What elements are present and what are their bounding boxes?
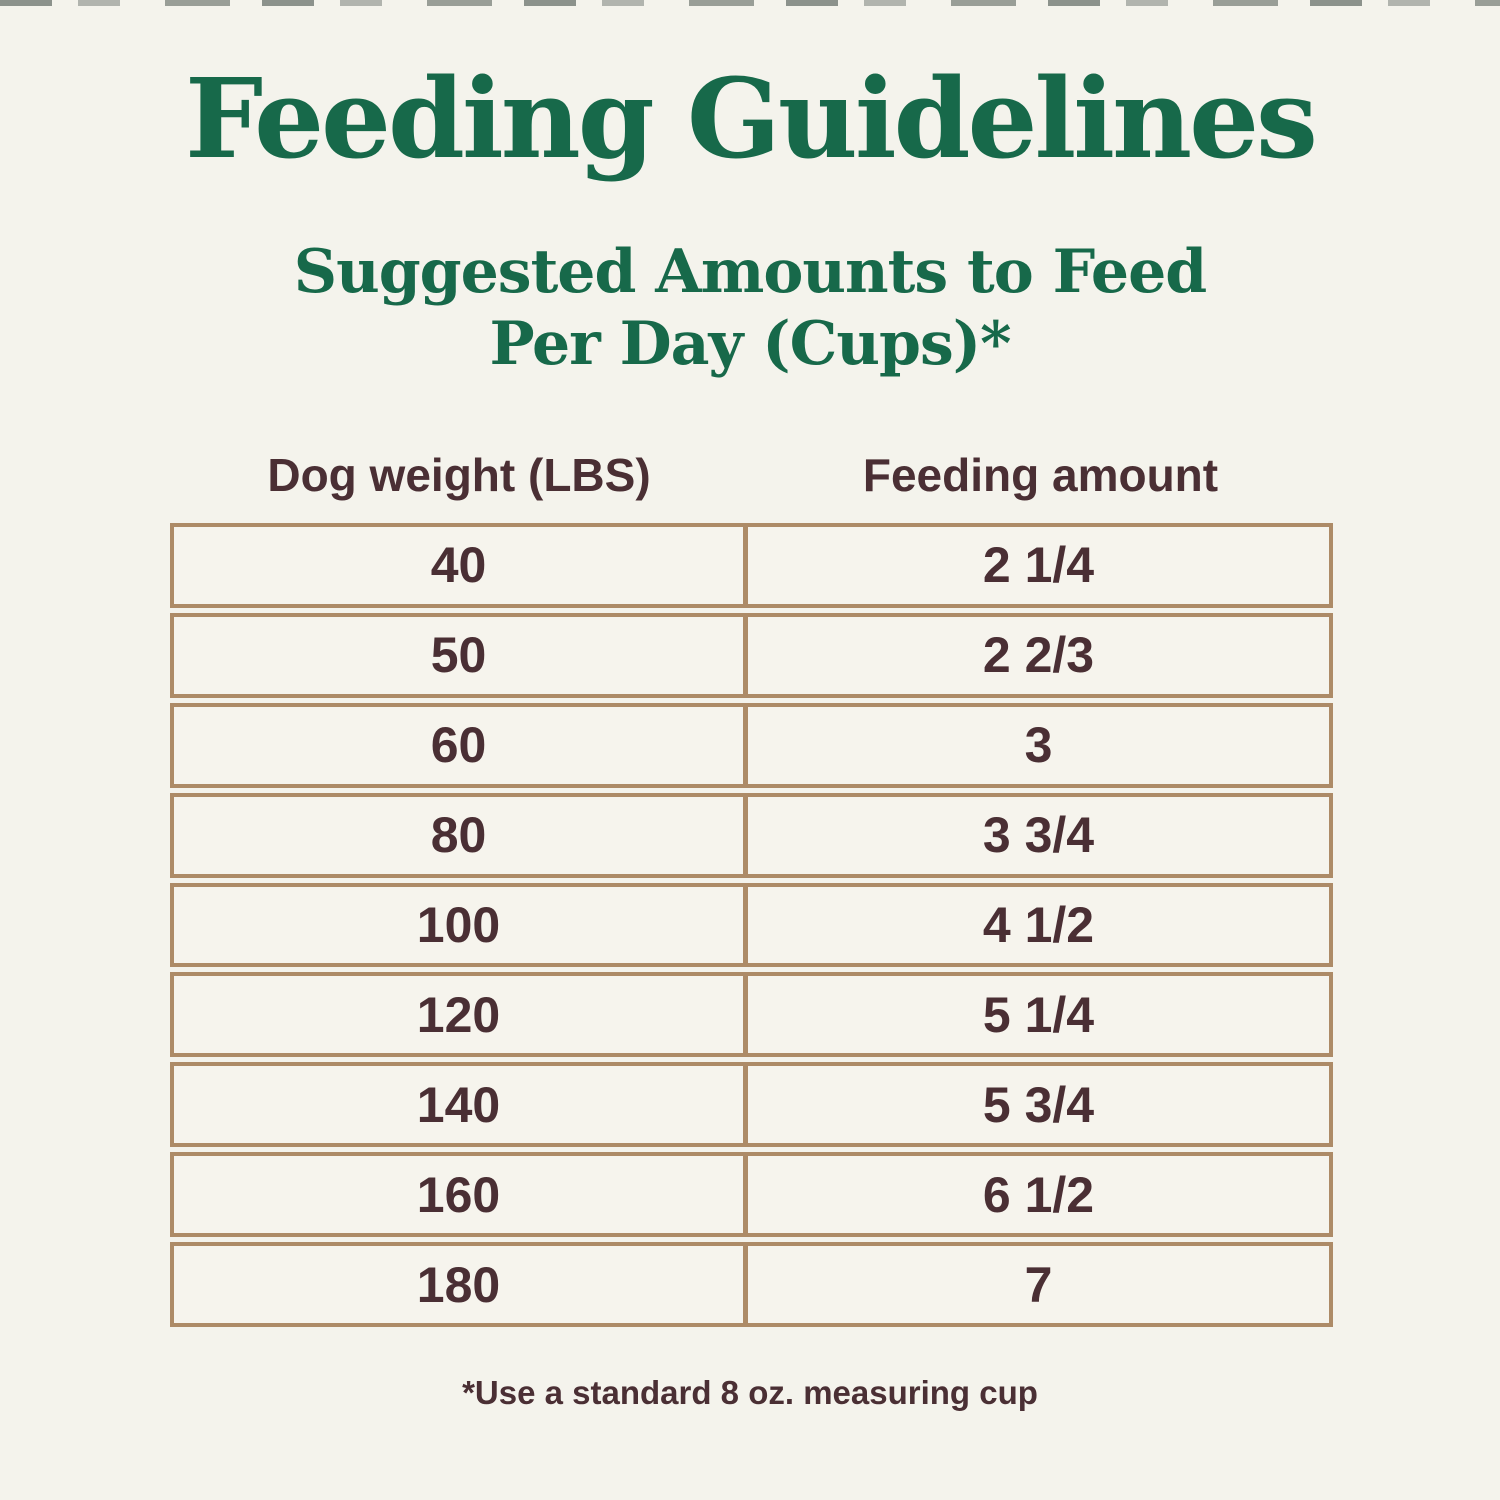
amount-cell: 3 3/4	[982, 807, 1095, 864]
weight-cell: 160	[174, 1156, 748, 1234]
column-header-dog-weight: Dog weight (LBS)	[267, 449, 651, 501]
amount-cell: 4 1/2	[982, 897, 1095, 953]
amount-cell: 5 3/4	[982, 1076, 1095, 1133]
subtitle-line-2: Per Day (Cups)*	[489, 309, 1011, 379]
weight-cell: 120	[174, 976, 748, 1054]
table-row: 80 3 3/4	[170, 792, 1333, 878]
weight-cell: 80	[174, 796, 748, 874]
amount-cell: 7	[1024, 1256, 1053, 1313]
amount-cell: 5 1/4	[982, 986, 1095, 1043]
amount-cell: 3	[1024, 717, 1053, 774]
cut-off-text-fragments	[0, 0, 1500, 6]
subtitle-line-1: Suggested Amounts to Feed	[293, 237, 1207, 307]
table-row: 140 5 3/4	[170, 1062, 1333, 1148]
table-row: 40 2 1/4	[170, 523, 1333, 608]
amount-cell: 6 1/2	[982, 1166, 1095, 1223]
feeding-table: 40 2 1/4 50 2 2/3 60 3 80 3 3/4 100 4 1/…	[170, 523, 1333, 1328]
amount-cell: 2 2/3	[982, 627, 1095, 684]
weight-cell: 50	[174, 616, 748, 694]
weight-cell: 140	[174, 1066, 748, 1144]
page-title: Feeding Guidelines	[184, 54, 1318, 183]
table-row: 120 5 1/4	[170, 972, 1333, 1058]
table-row: 160 6 1/2	[170, 1152, 1333, 1238]
table-column-headers: Dog weight (LBS) Feeding amount	[170, 448, 1333, 502]
weight-cell: 60	[174, 706, 748, 784]
table-row: 100 4 1/2	[170, 882, 1333, 968]
table-row: 180 7	[170, 1242, 1333, 1328]
footnote: *Use a standard 8 oz. measuring cup	[462, 1374, 1038, 1411]
weight-cell: 100	[174, 886, 748, 964]
page-subtitle: Suggested Amounts to Feed Per Day (Cups)…	[0, 236, 1500, 380]
weight-cell: 180	[174, 1246, 748, 1324]
table-row: 50 2 2/3	[170, 612, 1333, 698]
column-header-feeding-amount: Feeding amount	[862, 449, 1219, 501]
amount-cell: 2 1/4	[982, 537, 1095, 594]
table-row: 60 3	[170, 702, 1333, 788]
weight-cell: 40	[174, 527, 748, 604]
